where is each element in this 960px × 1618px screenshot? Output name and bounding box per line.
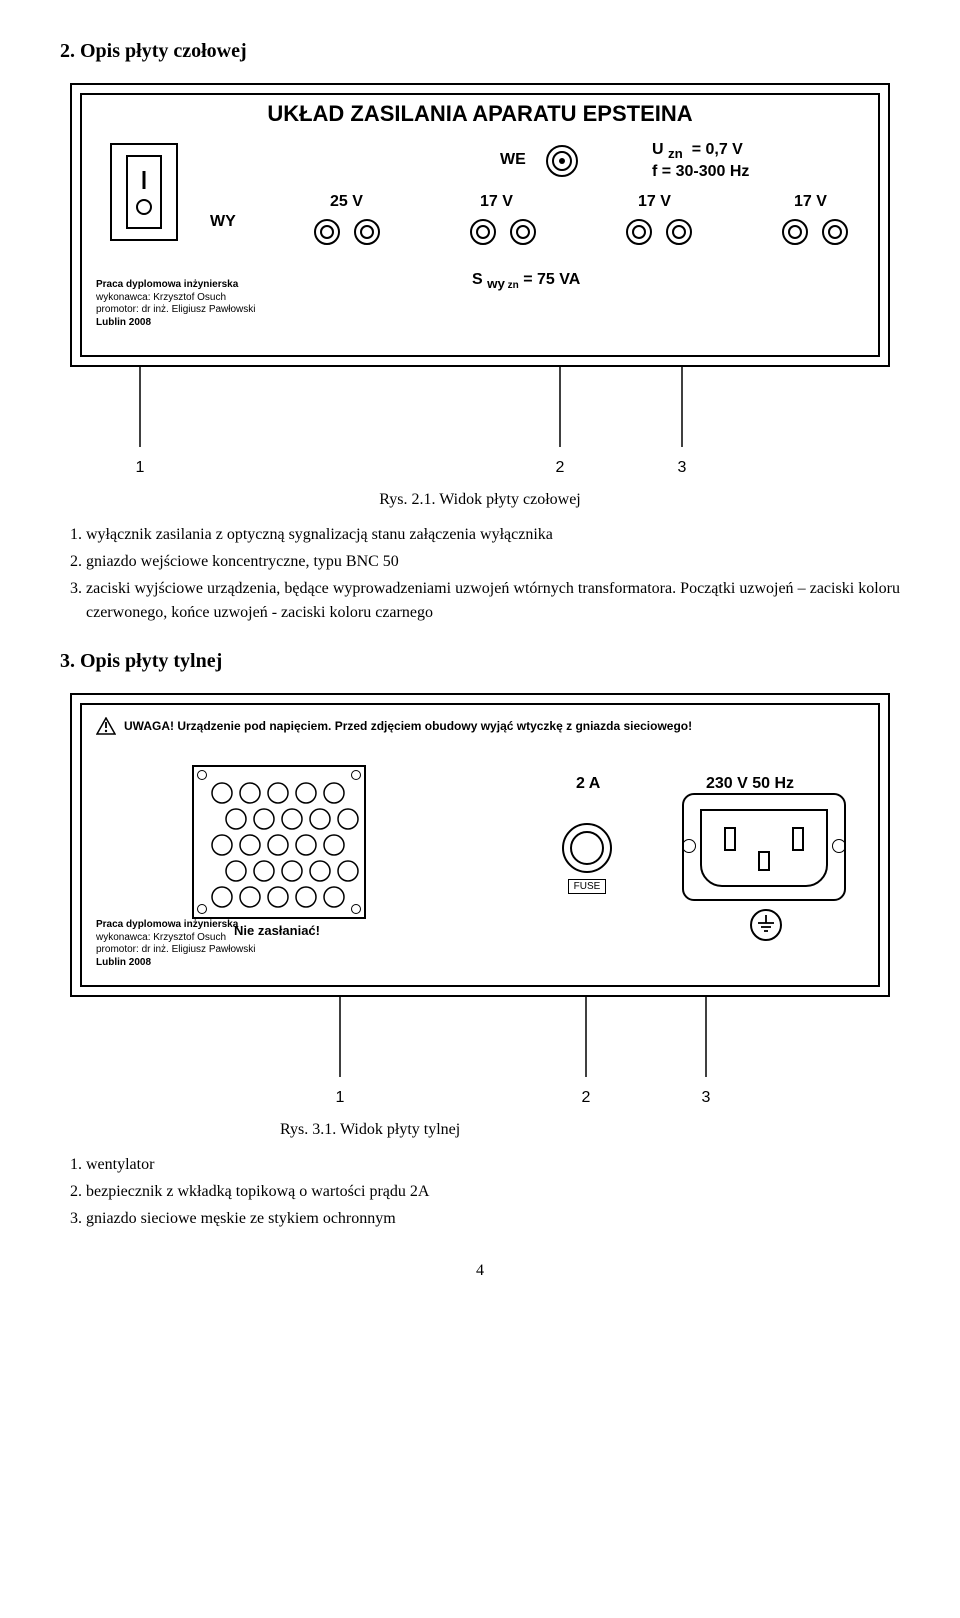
iec-pin-ground — [758, 851, 770, 871]
front-panel: UKŁAD ZASILANIA APARATU EPSTEINA WY WE U… — [80, 93, 880, 357]
rear-credit-1: wykonawca: Krzysztof Osuch — [96, 932, 256, 945]
section2-list: wyłącznik zasilania z optyczną sygnaliza… — [60, 523, 900, 626]
front-lead-1: 1 — [136, 459, 145, 477]
output-jack-3-b — [822, 219, 848, 245]
section3-item-2: bezpiecznik z wkładką topikową o wartośc… — [86, 1180, 900, 1205]
front-lead-2: 2 — [556, 459, 565, 477]
front-lead-area: 1 2 3 — [70, 367, 890, 477]
output-jack-3-a — [782, 219, 808, 245]
f-line: f = 30-300 Hz — [652, 163, 749, 181]
front-lead-lines — [70, 367, 890, 477]
front-credits: Praca dyplomowa inżynierska wykonawca: K… — [96, 279, 256, 329]
output-jack-0-a — [314, 219, 340, 245]
ground-icon — [752, 911, 780, 939]
bnc-connector — [546, 145, 578, 177]
front-credit-2: promotor: dr inż. Eligiusz Pawłowski — [96, 304, 256, 317]
output-jack-0-b — [354, 219, 380, 245]
front-lead-3: 3 — [678, 459, 687, 477]
we-label: WE — [500, 151, 526, 169]
rear-outer-frame: UWAGA! Urządzenie pod napięciem. Przed z… — [70, 693, 890, 997]
vent-holes — [194, 767, 364, 917]
output-jack-1-a — [470, 219, 496, 245]
section3-item-1: wentylator — [86, 1153, 900, 1178]
front-outer-frame: UKŁAD ZASILANIA APARATU EPSTEINA WY WE U… — [70, 83, 890, 367]
power-switch-rocker — [126, 155, 162, 229]
iec-pin-1 — [724, 827, 736, 851]
rear-credit-3: Lublin 2008 — [96, 957, 256, 970]
warning-text: UWAGA! Urządzenie pod napięciem. Przed z… — [124, 719, 692, 733]
front-panel-title: UKŁAD ZASILANIA APARATU EPSTEINA — [82, 101, 878, 127]
ground-symbol — [750, 909, 782, 941]
u-sub: zn — [668, 146, 683, 161]
out-voltage-3: 17 V — [794, 193, 827, 211]
rear-lead-2: 2 — [582, 1089, 591, 1107]
section2-item-1: wyłącznik zasilania z optyczną sygnaliza… — [86, 523, 900, 548]
fuse-box-label: FUSE — [568, 879, 606, 894]
s-sub-zn: zn — [505, 280, 519, 291]
rear-lead-area: 1 2 3 — [70, 997, 890, 1107]
out-voltage-0: 25 V — [330, 193, 363, 211]
power-switch — [110, 143, 178, 241]
iec-screw-l — [682, 839, 696, 853]
front-credit-1: wykonawca: Krzysztof Osuch — [96, 292, 256, 305]
rear-lead-lines — [70, 997, 890, 1107]
section2-item-2: gniazdo wejściowe koncentryczne, typu BN… — [86, 550, 900, 575]
wy-label: WY — [210, 213, 236, 231]
section2-heading: 2. Opis płyty czołowej — [60, 40, 900, 63]
front-credit-0: Praca dyplomowa inżynierska — [96, 279, 256, 292]
warning-row: UWAGA! Urządzenie pod napięciem. Przed z… — [96, 717, 864, 735]
u-line: U zn = 0,7 V — [652, 141, 743, 161]
fuse-current-label: 2 A — [576, 775, 600, 793]
rear-caption: Rys. 3.1. Widok płyty tylnej — [60, 1121, 900, 1139]
vent-grid — [192, 765, 366, 919]
page-number: 4 — [60, 1262, 900, 1280]
out-voltage-2: 17 V — [638, 193, 671, 211]
output-jack-2-a — [626, 219, 652, 245]
output-jack-1-b — [510, 219, 536, 245]
rear-credit-0: Praca dyplomowa inżynierska — [96, 919, 256, 932]
s-line: S wy zn = 75 VA — [472, 271, 580, 291]
front-caption: Rys. 2.1. Widok płyty czołowej — [60, 491, 900, 509]
output-jack-2-b — [666, 219, 692, 245]
s-sub-wy: wy — [487, 276, 505, 291]
mains-label: 230 V 50 Hz — [706, 775, 794, 793]
iec-inlet — [682, 793, 846, 901]
warning-icon — [96, 717, 116, 735]
rear-lead-3: 3 — [702, 1089, 711, 1107]
rear-lead-1: 1 — [336, 1089, 345, 1107]
front-figure: UKŁAD ZASILANIA APARATU EPSTEINA WY WE U… — [70, 83, 890, 477]
fuse-holder — [562, 823, 612, 873]
iec-screw-r — [832, 839, 846, 853]
section3-heading: 3. Opis płyty tylnej — [60, 650, 900, 673]
section3-item-3: gniazdo sieciowe męskie ze stykiem ochro… — [86, 1207, 900, 1232]
section2-item-3: zaciski wyjściowe urządzenia, będące wyp… — [86, 577, 900, 627]
out-voltage-1: 17 V — [480, 193, 513, 211]
iec-inner — [700, 809, 828, 887]
rear-credits: Praca dyplomowa inżynierska wykonawca: K… — [96, 919, 256, 969]
section3-list: wentylator bezpiecznik z wkładką topikow… — [60, 1153, 900, 1231]
rear-figure: UWAGA! Urządzenie pod napięciem. Przed z… — [70, 693, 890, 1107]
iec-pin-2 — [792, 827, 804, 851]
front-credit-3: Lublin 2008 — [96, 317, 256, 330]
rear-credit-2: promotor: dr inż. Eligiusz Pawłowski — [96, 944, 256, 957]
rear-panel: UWAGA! Urządzenie pod napięciem. Przed z… — [80, 703, 880, 987]
